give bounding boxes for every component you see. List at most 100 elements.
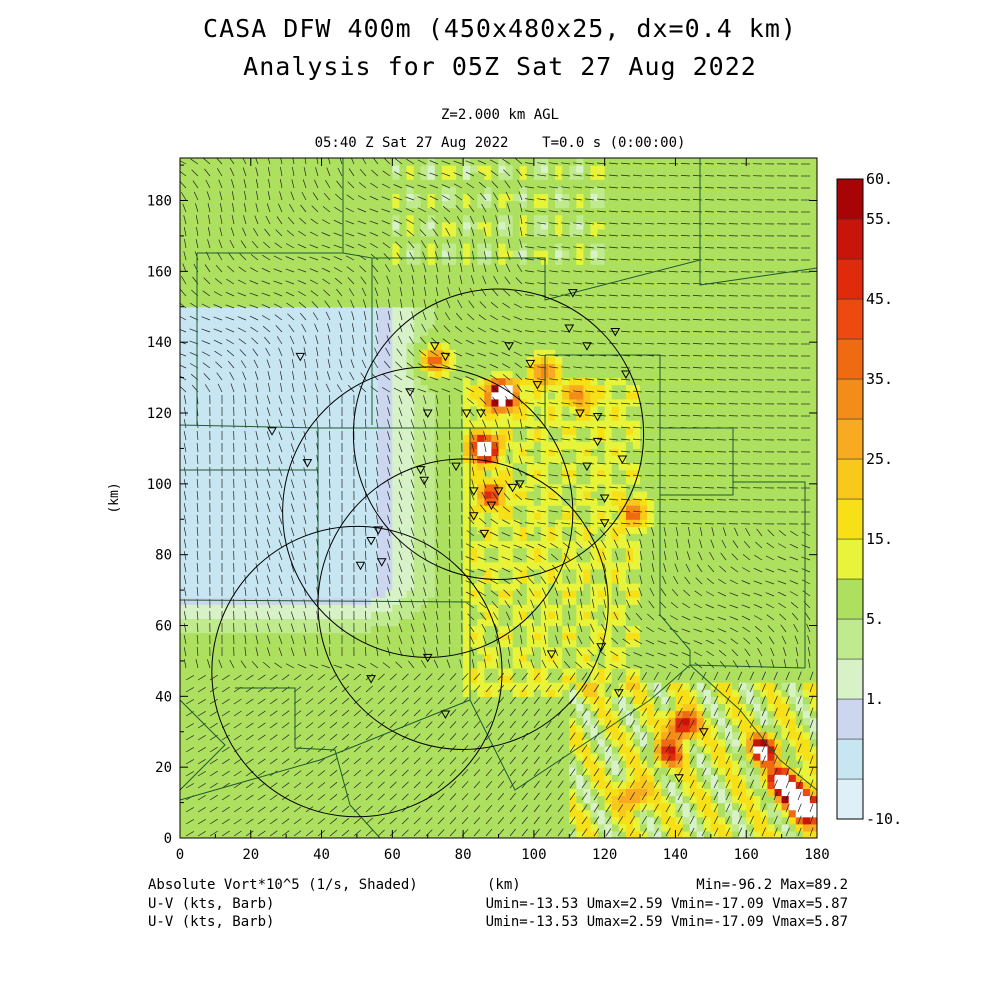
field-cell [519, 257, 528, 265]
field-cell [512, 597, 521, 605]
field-cell [448, 207, 457, 216]
field-cell [257, 292, 266, 301]
field-cell [321, 823, 330, 832]
field-cell [413, 320, 422, 329]
field-cell [505, 306, 514, 315]
field-cell [399, 590, 408, 598]
field-cell [364, 285, 372, 294]
field-cell [328, 483, 337, 492]
field-cell [427, 356, 436, 365]
field-cell [491, 207, 500, 216]
field-cell [236, 639, 245, 648]
field-cell [399, 264, 408, 272]
field-cell [505, 668, 514, 676]
field-cell [392, 823, 401, 832]
field-cell [378, 568, 386, 577]
field-cell [364, 243, 372, 251]
field-cell [201, 214, 209, 223]
field-cell [187, 646, 195, 655]
field-cell [448, 660, 457, 669]
field-cell [463, 377, 471, 386]
field-cell [328, 760, 337, 768]
field-cell [307, 221, 316, 230]
field-cell [413, 377, 422, 386]
field-cell [349, 731, 358, 740]
field-cell [519, 625, 528, 634]
field-cell [321, 604, 330, 612]
field-cell [484, 420, 493, 428]
field-cell [463, 306, 471, 315]
field-cell [314, 830, 323, 838]
field-cell [399, 165, 408, 173]
field-cell [385, 179, 393, 187]
field-cell [371, 448, 379, 457]
field-cell [392, 356, 401, 365]
field-cell [342, 207, 351, 216]
field-cell [243, 356, 252, 365]
field-cell [448, 221, 457, 230]
field-cell [307, 490, 316, 499]
field-cell [194, 816, 202, 825]
field-cell [470, 689, 478, 697]
field-cell [208, 795, 216, 804]
field-cell [208, 228, 216, 237]
field-cell [533, 363, 542, 372]
field-cell [286, 271, 294, 280]
field-cell [229, 583, 238, 591]
field-cell [187, 158, 195, 166]
field-cell [385, 313, 393, 322]
field-cell [392, 795, 401, 804]
field-cell [194, 724, 202, 733]
field-cell [477, 512, 485, 520]
field-cell [187, 738, 195, 747]
field-cell [335, 257, 344, 265]
field-cell [342, 363, 351, 372]
field-cell [434, 186, 443, 195]
field-cell [215, 462, 224, 471]
field-cell [378, 405, 386, 414]
field-cell [328, 554, 337, 563]
field-cell [286, 696, 294, 705]
field-cell [463, 158, 471, 166]
field-cell [540, 200, 549, 209]
field-cell [236, 221, 245, 230]
field-cell [533, 455, 542, 464]
field-cell [342, 257, 351, 265]
field-cell [406, 292, 415, 301]
field-cell [286, 476, 294, 485]
field-cell [229, 214, 238, 223]
field-cell [512, 653, 521, 662]
field-cell [314, 781, 323, 790]
field-cell [194, 356, 202, 365]
field-cell [215, 547, 224, 556]
field-cell [484, 689, 493, 697]
field-cell [441, 483, 450, 492]
field-cell [519, 653, 528, 662]
field-cell [427, 250, 436, 258]
field-cell [250, 413, 259, 421]
field-cell [250, 660, 259, 669]
field-cell [519, 568, 528, 577]
field-cell [279, 809, 287, 818]
field-cell [519, 179, 528, 187]
field-cell [441, 434, 450, 442]
field-cell [371, 625, 379, 634]
field-cell [222, 405, 231, 414]
field-cell [491, 306, 500, 315]
field-cell [484, 165, 493, 173]
field-cell [498, 193, 507, 202]
field-cell [257, 384, 266, 393]
field-cell [293, 547, 301, 556]
field-cell [448, 795, 457, 804]
field-cell [328, 285, 337, 294]
field-cell [300, 604, 308, 612]
field-cell [236, 689, 245, 697]
field-cell [307, 384, 316, 393]
field-cell [286, 483, 294, 492]
field-cell [307, 547, 316, 556]
field-cell [208, 483, 216, 492]
field-cell [194, 583, 202, 591]
field-cell [498, 830, 507, 838]
field-cell [349, 809, 358, 818]
field-cell [448, 420, 457, 428]
